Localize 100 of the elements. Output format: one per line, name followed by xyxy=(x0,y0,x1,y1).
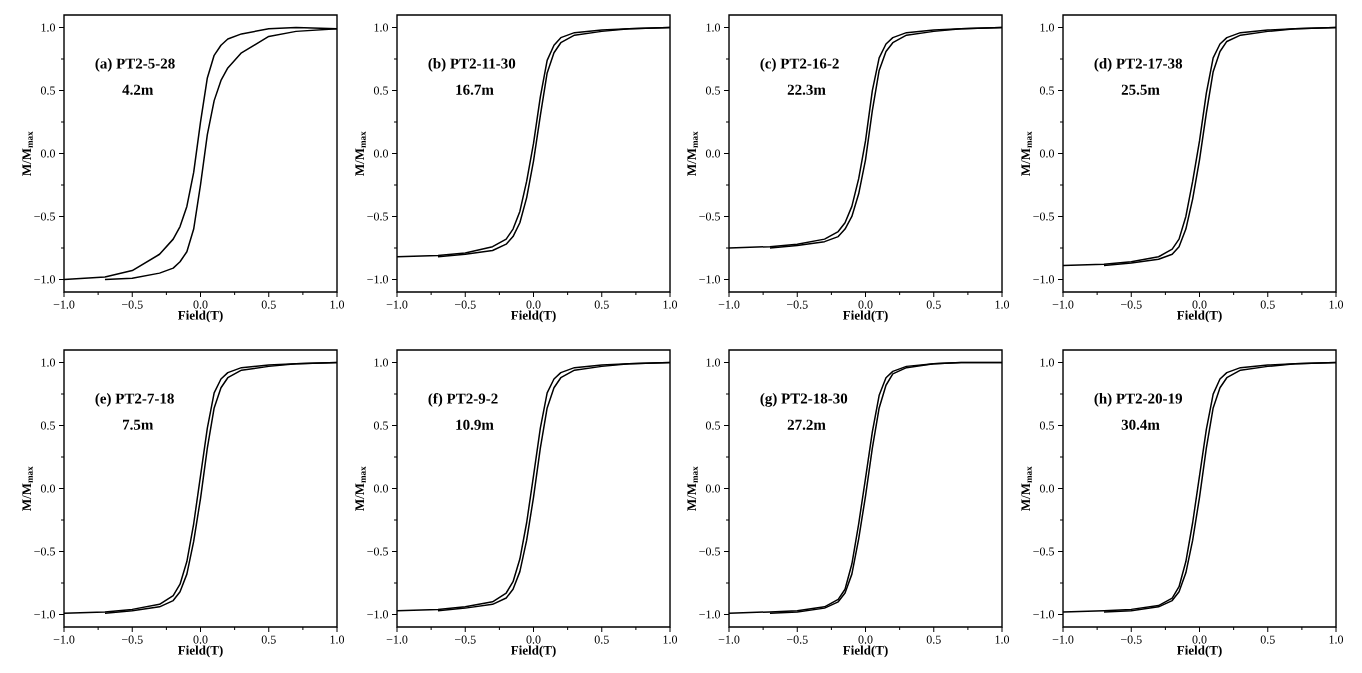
x-tick-label: 0.0 xyxy=(1192,300,1207,309)
y-tick-label: 0.5 xyxy=(40,421,56,430)
x-tick-label: 0.5 xyxy=(1260,300,1275,309)
x-axis-title: Field(T) xyxy=(510,645,556,658)
y-tick-label: −0.5 xyxy=(367,547,389,556)
y-tick-label: 1.0 xyxy=(1040,358,1055,367)
text: 7.5m xyxy=(123,419,154,430)
y-axis-title: M/M$_{max}$ xyxy=(22,131,33,176)
x-axis-title: Field(T) xyxy=(177,645,223,658)
x-tick-label: −1.0 xyxy=(718,300,740,309)
y-tick-label: −0.5 xyxy=(699,547,721,556)
x-tick-label: −1.0 xyxy=(718,635,740,644)
x-tick-label: −1.0 xyxy=(386,635,408,644)
x-tick-label: −0.5 xyxy=(121,635,143,644)
y-tick-label: 0.5 xyxy=(705,86,721,95)
y-tick-label: −0.5 xyxy=(699,212,721,221)
y-axis-title: M/M$_{max}$ xyxy=(355,131,366,176)
x-tick-label: 0.5 xyxy=(594,300,609,309)
y-axis-title: M/M$_{max}$ xyxy=(687,466,698,511)
y-tick-label: 0.0 xyxy=(373,484,389,493)
x-tick-label: 0.5 xyxy=(1260,635,1275,644)
y-tick-label: 1.0 xyxy=(374,23,389,32)
y-tick-label: −1.0 xyxy=(367,610,389,619)
text: (a) PT2-5-28 xyxy=(95,58,175,72)
y-tick-label: 0.5 xyxy=(373,86,389,95)
x-axis-title: Field(T) xyxy=(1176,645,1222,658)
text: (b) PT2-11-30 xyxy=(428,58,516,72)
x-tick-label: 1.0 xyxy=(330,635,345,644)
y-tick-label: 0.0 xyxy=(1039,149,1055,158)
x-tick-label: 0.0 xyxy=(526,300,541,309)
x-tick-label: −0.5 xyxy=(1120,635,1142,644)
x-tick-label: 0.0 xyxy=(858,635,873,644)
y-tick-label: 0.5 xyxy=(40,86,56,95)
text: (h) PT2-20-19 xyxy=(1094,393,1183,407)
x-tick-label: 0.0 xyxy=(526,635,541,644)
y-tick-label: −0.5 xyxy=(367,212,389,221)
x-tick-label: 1.0 xyxy=(663,635,678,644)
text: (g) PT2-18-30 xyxy=(760,393,848,407)
x-axis-title: Field(T) xyxy=(510,310,556,323)
y-axis-title: M/M$_{max}$ xyxy=(1021,131,1032,176)
y-tick-label: 1.0 xyxy=(1040,23,1055,32)
text: 4.2m xyxy=(122,84,154,95)
y-tick-label: −0.5 xyxy=(1033,212,1055,221)
text: 25.5m xyxy=(1121,84,1160,95)
y-tick-label: −1.0 xyxy=(699,610,721,619)
y-tick-label: −1.0 xyxy=(367,275,389,284)
x-tick-label: −0.5 xyxy=(121,300,143,309)
y-tick-label: 0.0 xyxy=(373,149,389,158)
x-tick-label: 1.0 xyxy=(995,635,1010,644)
text: (c) PT2-16-2 xyxy=(760,58,839,72)
x-tick-label: −0.5 xyxy=(1120,300,1142,309)
y-tick-label: −1.0 xyxy=(34,610,56,619)
x-tick-label: 1.0 xyxy=(663,300,678,309)
text: (f) PT2-9-2 xyxy=(428,392,498,407)
x-tick-label: −1.0 xyxy=(1052,300,1074,309)
y-axis-title: M/M$_{max}$ xyxy=(355,466,366,511)
y-tick-label: 0.0 xyxy=(40,484,56,493)
text: (e) PT2-7-18 xyxy=(95,393,174,407)
x-tick-label: −0.5 xyxy=(454,635,476,644)
x-tick-label: −0.5 xyxy=(786,635,808,644)
y-tick-label: −1.0 xyxy=(34,275,56,284)
x-tick-label: −1.0 xyxy=(53,300,75,309)
y-tick-label: 1.0 xyxy=(41,358,56,367)
y-tick-label: 0.5 xyxy=(1039,86,1055,95)
y-axis-title: M/M$_{max}$ xyxy=(687,131,698,176)
x-tick-label: 0.5 xyxy=(261,635,276,644)
x-tick-label: 1.0 xyxy=(1329,300,1344,309)
y-tick-label: 0.5 xyxy=(705,421,721,430)
text: 16.7m xyxy=(456,84,494,95)
x-axis-title: Field(T) xyxy=(842,310,888,323)
y-tick-label: 0.5 xyxy=(373,421,389,430)
text: 30.4m xyxy=(1121,419,1160,430)
x-tick-label: 0.0 xyxy=(193,635,208,644)
x-axis-title: Field(T) xyxy=(842,645,888,658)
x-tick-label: −1.0 xyxy=(53,635,75,644)
x-tick-label: 1.0 xyxy=(995,300,1010,309)
x-tick-label: 0.0 xyxy=(193,300,208,309)
x-tick-label: −0.5 xyxy=(454,300,476,309)
y-tick-label: 0.5 xyxy=(1039,421,1055,430)
x-tick-label: −1.0 xyxy=(386,300,408,309)
x-tick-label: 1.0 xyxy=(1329,635,1344,644)
text: (d) PT2-17-38 xyxy=(1094,58,1183,72)
y-tick-label: 1.0 xyxy=(41,23,56,32)
y-tick-label: 1.0 xyxy=(374,358,389,367)
text: 22.3m xyxy=(787,84,826,95)
y-tick-label: −1.0 xyxy=(699,275,721,284)
y-tick-label: −0.5 xyxy=(34,547,56,556)
x-tick-label: 0.5 xyxy=(261,300,276,309)
x-tick-label: 0.5 xyxy=(594,635,609,644)
x-tick-label: 0.0 xyxy=(1192,635,1207,644)
x-tick-label: 1.0 xyxy=(330,300,345,309)
y-tick-label: −1.0 xyxy=(1033,610,1055,619)
x-axis-title: Field(T) xyxy=(177,310,223,323)
y-tick-label: 0.0 xyxy=(40,149,56,158)
y-tick-label: 0.0 xyxy=(1039,484,1055,493)
x-tick-label: 0.5 xyxy=(926,635,941,644)
x-tick-label: −1.0 xyxy=(1052,635,1074,644)
x-tick-label: 0.0 xyxy=(858,300,873,309)
y-tick-label: −0.5 xyxy=(34,212,56,221)
y-tick-label: −1.0 xyxy=(1033,275,1055,284)
